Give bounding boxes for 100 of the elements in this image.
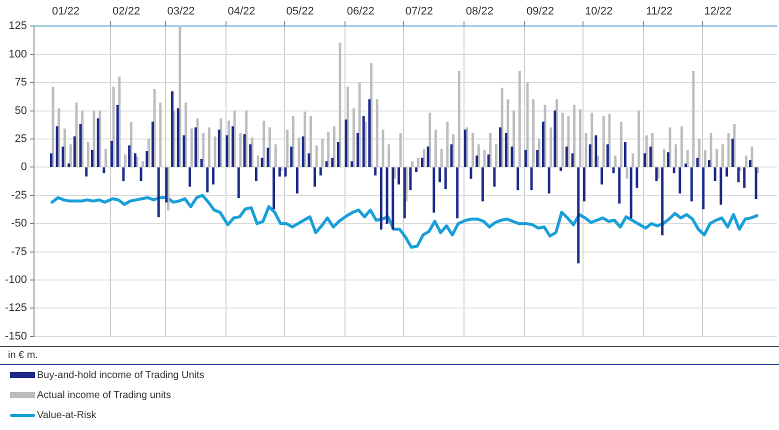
bar bbox=[327, 132, 330, 168]
bar bbox=[260, 158, 264, 168]
y-tick-label: 100 bbox=[8, 48, 28, 60]
bar bbox=[518, 70, 521, 168]
bar bbox=[550, 127, 552, 168]
bar bbox=[399, 133, 402, 168]
bar bbox=[632, 153, 634, 168]
bar bbox=[338, 42, 342, 168]
bar bbox=[200, 158, 203, 168]
bar bbox=[721, 144, 724, 168]
bar bbox=[415, 167, 418, 172]
bar bbox=[388, 144, 390, 168]
bar bbox=[116, 104, 119, 168]
bar bbox=[727, 133, 730, 168]
bar bbox=[644, 153, 646, 168]
bar bbox=[716, 148, 718, 168]
bar bbox=[583, 167, 586, 202]
bar bbox=[626, 167, 628, 179]
bar bbox=[165, 167, 168, 202]
bar bbox=[62, 146, 64, 168]
bar bbox=[239, 133, 242, 168]
bar bbox=[538, 138, 540, 168]
bar bbox=[298, 138, 300, 168]
bar bbox=[743, 167, 746, 188]
bar bbox=[268, 127, 271, 168]
bar bbox=[684, 163, 687, 168]
x-tick-label: 06/22 bbox=[346, 6, 374, 18]
y-tick-label: -25 bbox=[11, 189, 28, 202]
bar bbox=[159, 102, 162, 168]
bar bbox=[477, 144, 480, 168]
y-axis-title: in € m. bbox=[0, 346, 779, 365]
bar bbox=[286, 130, 289, 168]
bar bbox=[153, 89, 156, 168]
bar bbox=[606, 144, 609, 168]
bar bbox=[237, 167, 240, 198]
bar bbox=[176, 108, 180, 168]
y-tick-label: -125 bbox=[4, 302, 28, 314]
bar bbox=[92, 110, 96, 168]
bar bbox=[702, 167, 705, 210]
bar bbox=[152, 122, 154, 168]
bar bbox=[358, 82, 361, 168]
bar bbox=[726, 167, 728, 177]
bar bbox=[218, 130, 220, 168]
bar bbox=[577, 167, 580, 264]
bar bbox=[380, 167, 382, 230]
bar bbox=[256, 156, 260, 168]
y-tick-label: -75 bbox=[11, 246, 28, 258]
bar bbox=[600, 167, 604, 184]
bar bbox=[526, 82, 529, 168]
bar bbox=[188, 167, 192, 187]
bar bbox=[249, 144, 252, 168]
bar bbox=[620, 122, 622, 168]
bar bbox=[594, 135, 598, 168]
bar bbox=[636, 167, 638, 188]
bar bbox=[124, 154, 126, 168]
bar bbox=[432, 167, 436, 213]
bar bbox=[184, 102, 188, 168]
bar bbox=[450, 144, 453, 168]
legend-label: Value-at-Risk bbox=[37, 410, 96, 420]
bar bbox=[532, 99, 535, 168]
bar bbox=[331, 158, 334, 168]
bar bbox=[356, 133, 359, 168]
bar bbox=[692, 70, 695, 168]
bar bbox=[472, 133, 474, 168]
bar bbox=[308, 153, 310, 168]
bar bbox=[208, 127, 210, 168]
bar bbox=[302, 136, 304, 168]
bar bbox=[416, 158, 420, 168]
bar bbox=[140, 167, 142, 182]
bar bbox=[614, 156, 617, 168]
bar bbox=[494, 144, 498, 168]
bar bbox=[674, 144, 678, 168]
legend-label: Actual income of Trading units bbox=[37, 390, 171, 400]
bar bbox=[645, 135, 648, 168]
bar bbox=[68, 163, 70, 168]
bar bbox=[560, 167, 562, 171]
bar bbox=[171, 91, 174, 168]
bar bbox=[245, 110, 248, 168]
bar bbox=[278, 167, 281, 177]
bar bbox=[292, 116, 294, 168]
bar bbox=[352, 108, 355, 168]
y-tick-label: 125 bbox=[8, 20, 28, 32]
bar bbox=[310, 116, 312, 168]
bar bbox=[680, 126, 683, 168]
bar bbox=[565, 146, 568, 168]
x-tick-label: 02/22 bbox=[112, 6, 140, 18]
bar bbox=[714, 167, 716, 182]
bar bbox=[147, 138, 150, 168]
bar bbox=[524, 150, 527, 168]
bar bbox=[516, 167, 520, 190]
bar bbox=[678, 167, 682, 194]
x-tick-label: 08/22 bbox=[466, 6, 494, 18]
bar bbox=[226, 135, 228, 168]
bar bbox=[444, 167, 447, 189]
y-tick-label: -150 bbox=[4, 330, 28, 342]
bar bbox=[368, 99, 371, 168]
bar bbox=[50, 153, 52, 168]
bar bbox=[386, 167, 388, 224]
bar bbox=[314, 167, 316, 187]
bar bbox=[748, 160, 752, 168]
